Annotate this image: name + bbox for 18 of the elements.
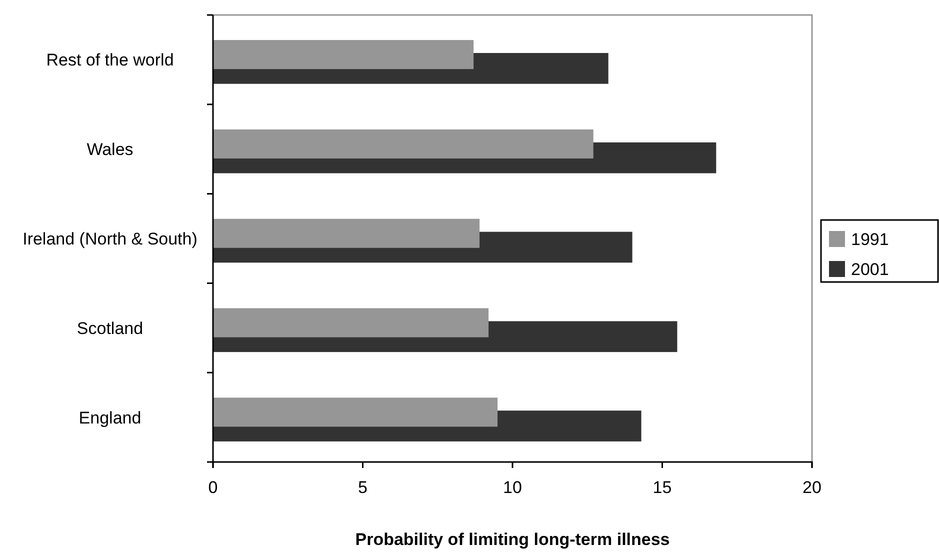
y-tick-label: Rest of the world: [46, 50, 174, 70]
x-tick-label: 10: [503, 478, 522, 498]
x-tick-label: 15: [652, 478, 672, 498]
y-tick-label: England: [78, 408, 142, 428]
legend-label: 2001: [851, 260, 889, 279]
x-tick-label: 5: [358, 478, 368, 498]
y-tick-label: Wales: [86, 140, 134, 160]
x-axis-title: Probability of limiting long-term illness: [355, 530, 670, 549]
bar: [213, 218, 480, 248]
bar: [213, 398, 498, 427]
x-tick-label: 0: [208, 478, 218, 498]
bar: [213, 40, 474, 70]
legend-label: 1991: [851, 230, 889, 249]
bar: [213, 129, 594, 158]
bar: [213, 308, 489, 338]
y-tick-label: Ireland (North & South): [22, 229, 198, 248]
x-tick-label: 20: [802, 478, 822, 498]
y-tick-label: Scotland: [76, 318, 144, 338]
